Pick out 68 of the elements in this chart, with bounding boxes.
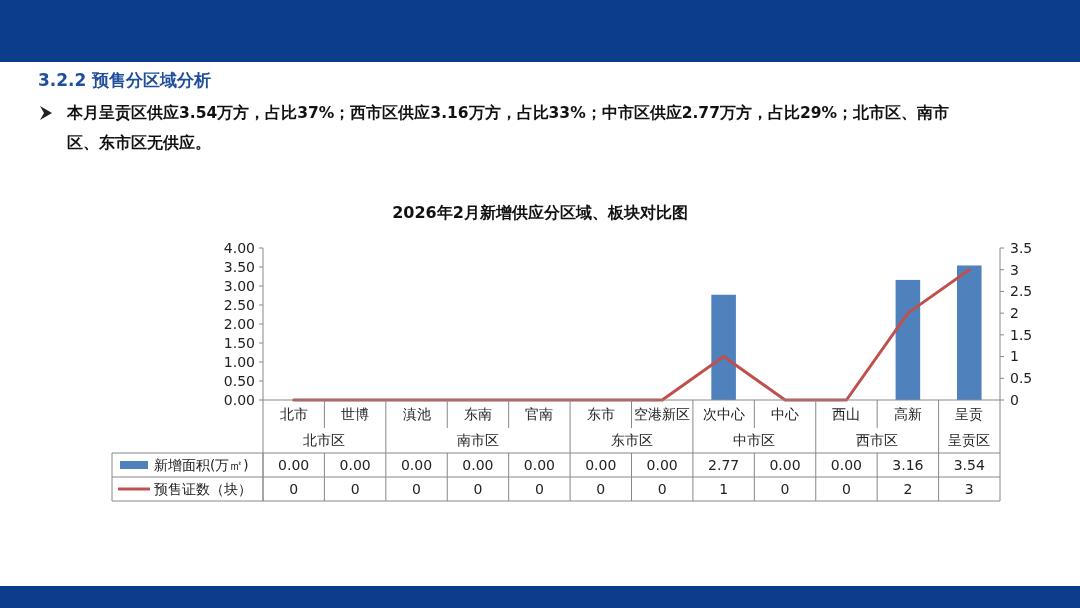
x-tick-label: 高新 [893, 405, 922, 422]
data-label: 0 [780, 480, 790, 497]
data-label: 0 [473, 480, 483, 497]
x-tick-label: 空港新区 [634, 405, 691, 422]
data-label: 1 [719, 480, 729, 497]
x-tick-label: 东市 [586, 405, 615, 422]
data-label: 0 [657, 480, 667, 497]
data-label: 0 [534, 480, 544, 497]
data-label: 0 [842, 480, 851, 497]
data-label: 0.00 [585, 456, 617, 473]
x-tick-label: 世博 [341, 405, 370, 422]
text: 中市区 [733, 432, 776, 449]
x-tick-label: 北市 [279, 405, 308, 422]
text: 东市区 [610, 432, 653, 449]
data-label: 0.00 [646, 456, 678, 473]
y2-tick-label: 1 [1010, 348, 1019, 365]
x-tick-label: 滇池 [402, 405, 431, 422]
text: 西市区 [856, 432, 899, 449]
data-label: 0 [350, 480, 360, 497]
text: 呈贡区 [948, 432, 991, 449]
y2-tick-label: 3.5 [1010, 239, 1033, 256]
data-label: 0.00 [400, 456, 433, 473]
data-label: 0 [596, 480, 606, 497]
data-label: 0.00 [462, 456, 494, 473]
x-tick-label: 东南 [463, 405, 492, 422]
x-tick-label: 西山 [832, 405, 861, 422]
y2-tick-label: 1.5 [1010, 326, 1033, 343]
x-tick-label: 中心 [771, 405, 800, 422]
y-tick-label: 3.00 [223, 277, 255, 294]
legend-label: 预售证数（块） [154, 480, 252, 497]
y-tick-label: 1.00 [223, 353, 255, 370]
data-label: 3.16 [892, 456, 924, 473]
x-tick-label: 次中心 [702, 405, 745, 422]
y-tick-label: 1.50 [223, 334, 255, 351]
y-tick-label: 4.00 [223, 239, 255, 256]
y-tick-label: 2.50 [223, 296, 255, 313]
data-label: 2 [903, 480, 913, 497]
y2-tick-label: 3 [1010, 261, 1019, 278]
bar [957, 265, 982, 400]
bar [711, 294, 736, 400]
data-label: 0.00 [339, 456, 371, 473]
text: 南市区 [456, 432, 499, 449]
data-label: 0.00 [523, 456, 555, 473]
chart-title: 2026年2月新增供应分区域、板块对比图 [392, 203, 688, 222]
y2-tick-label: 2.5 [1010, 283, 1033, 300]
data-label: 0.00 [830, 456, 863, 473]
y2-tick-label: 0.5 [1010, 370, 1033, 387]
bar [895, 279, 921, 400]
y-tick-label: 2.00 [223, 315, 255, 332]
text: 北市区 [303, 432, 346, 449]
x-tick-label: 呈贡 [955, 405, 984, 422]
text: 本月呈贡区供应3.54万方，占比37%；西市区供应3.16万方，占比33%；中市区供应2.77万方，占比29%；北市区、南市区、东市区无供应。 [66, 103, 950, 152]
data-label: 0 [412, 480, 421, 497]
y-tick-label: 0.50 [223, 372, 255, 389]
data-label: 2.77 [708, 456, 740, 473]
line-series [292, 268, 971, 402]
y-tick-label: 3.50 [223, 258, 255, 275]
data-label: 0 [289, 480, 299, 497]
data-label: 0.00 [278, 456, 310, 473]
data-label: 3 [964, 480, 974, 497]
text: 3.2.2 预售分区域分析 [38, 70, 212, 90]
x-tick-label: 官南 [525, 405, 554, 422]
data-label: 3.54 [953, 456, 985, 473]
y2-tick-label: 2 [1010, 305, 1019, 322]
y-tick-label: 0.00 [223, 391, 255, 408]
y2-tick-label: 0 [1010, 391, 1019, 408]
legend-label: 新增面积(万㎡) [154, 456, 249, 473]
data-label: 0.00 [769, 456, 801, 473]
